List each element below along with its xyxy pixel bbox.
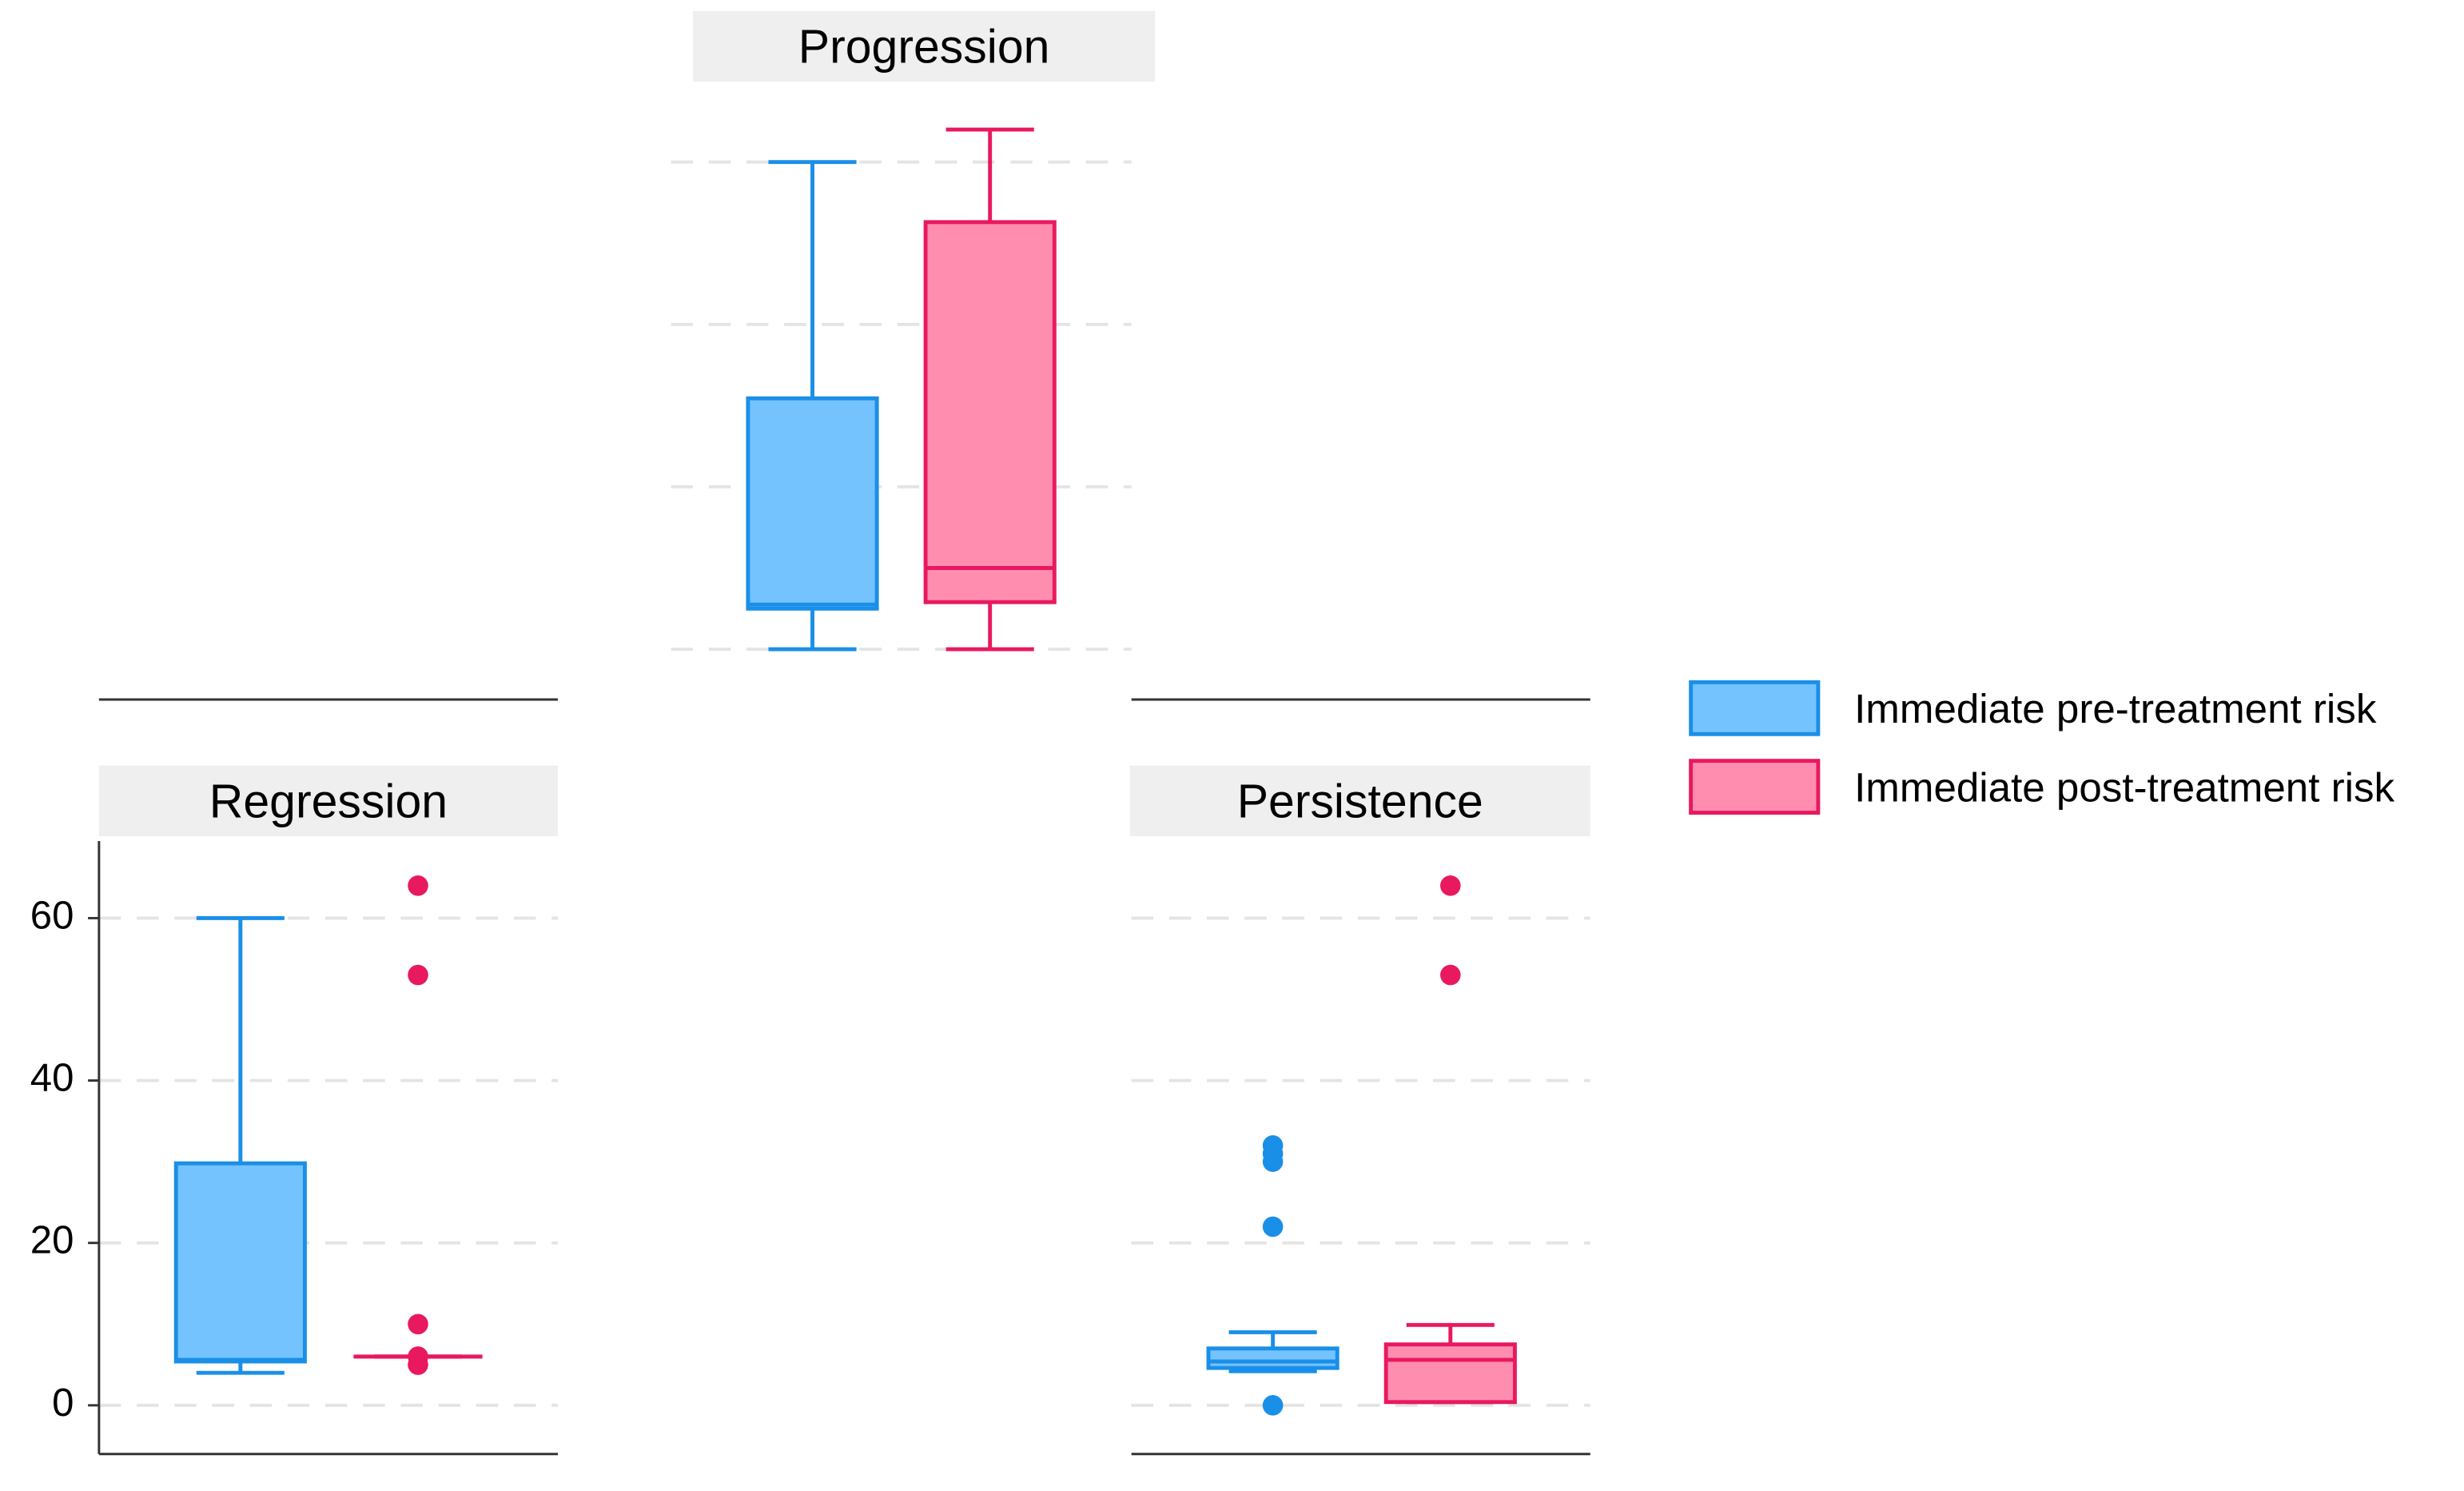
- outlier: [408, 1354, 428, 1375]
- box: [1383, 1342, 1517, 1405]
- panel-title: Progression: [798, 22, 1050, 74]
- panel-title: Regression: [209, 775, 448, 827]
- box: [173, 1161, 307, 1364]
- y-tick-label: 20: [30, 1219, 74, 1262]
- legend-swatch: [1689, 680, 1821, 736]
- panel-title-bg: [98, 765, 559, 837]
- outlier: [408, 964, 428, 986]
- outlier: [408, 1314, 428, 1335]
- outlier: [1440, 964, 1461, 986]
- outlier: [1262, 1216, 1284, 1238]
- panel-title-bg: [1129, 765, 1590, 837]
- box: [1206, 1346, 1339, 1370]
- y-tick-label: 0: [52, 1381, 74, 1425]
- legend-swatch: [1689, 759, 1821, 815]
- outlier: [1262, 1135, 1284, 1156]
- box: [746, 396, 879, 611]
- y-tick-label: 60: [30, 894, 74, 937]
- panel-title: Persistence: [1237, 775, 1483, 827]
- legend-label: Immediate pre-treatment risk: [1854, 686, 2377, 732]
- panel-title-bg: [693, 10, 1156, 82]
- y-tick-label: 40: [30, 1057, 74, 1100]
- outlier: [1440, 875, 1461, 896]
- box: [923, 220, 1057, 604]
- outlier: [1262, 1395, 1284, 1416]
- legend-label: Immediate post-treatment risk: [1854, 765, 2394, 811]
- outlier: [408, 875, 428, 896]
